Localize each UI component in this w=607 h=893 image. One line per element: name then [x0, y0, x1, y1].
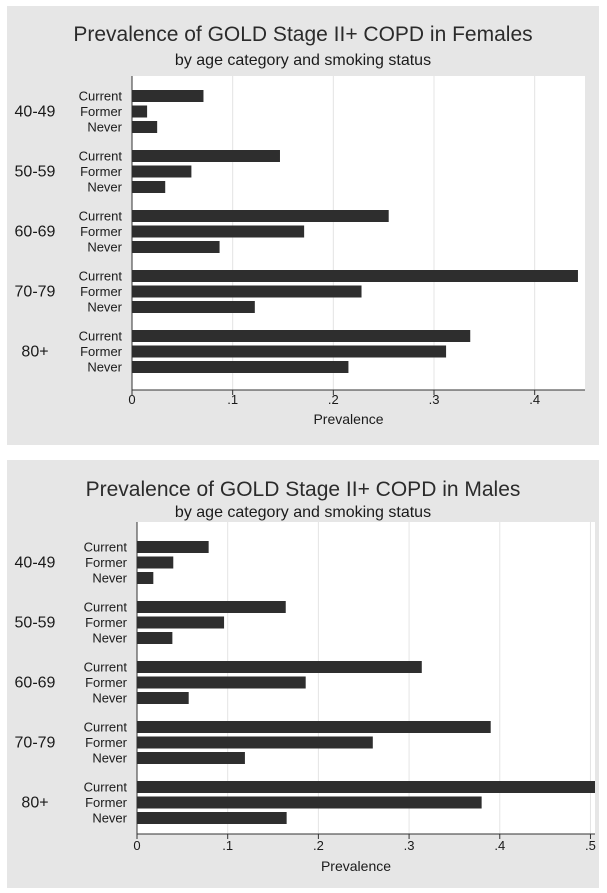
- group-label: 50-59: [15, 615, 56, 632]
- x-tick-label: .1: [222, 838, 233, 853]
- bar-label: Current: [84, 600, 128, 615]
- x-tick-label: .5: [585, 838, 596, 853]
- chart-svg-males: 0.1.2.3.4.5Prevalence40-49CurrentFormerN…: [15, 522, 596, 874]
- bar-label: Former: [80, 284, 123, 299]
- bar-label: Current: [79, 269, 123, 284]
- bar-never: [137, 752, 245, 764]
- bar-current: [132, 90, 204, 102]
- bar-label: Former: [85, 795, 128, 810]
- bar-never: [132, 241, 220, 253]
- bar-former: [132, 105, 148, 118]
- bar-former: [137, 676, 306, 689]
- bar-current: [137, 541, 209, 553]
- chart-subtitle: by age category and smoking status: [174, 52, 432, 69]
- bar-never: [132, 181, 166, 193]
- bar-label: Never: [87, 120, 122, 135]
- chart-panel-males: Prevalence of GOLD Stage II+ COPD in Mal…: [7, 460, 599, 888]
- bar-never: [137, 632, 173, 644]
- bar-label: Never: [87, 240, 122, 255]
- bar-never: [132, 361, 349, 373]
- bar-current: [137, 721, 491, 733]
- bar-former: [137, 616, 225, 629]
- bar-label: Never: [87, 180, 122, 195]
- group-label: 80+: [21, 795, 48, 812]
- bar-former: [137, 556, 174, 569]
- bar-label: Never: [92, 751, 127, 766]
- x-tick-label: .4: [529, 392, 540, 407]
- x-axis-label: Prevalence: [321, 858, 391, 874]
- bar-label: Never: [87, 360, 122, 375]
- bar-label: Former: [85, 615, 128, 630]
- bar-label: Never: [92, 571, 127, 586]
- bar-label: Former: [80, 104, 123, 119]
- group-label: 40-49: [15, 555, 56, 572]
- chart-title: Prevalence of GOLD Stage II+ COPD in Mal…: [85, 478, 521, 501]
- bar-former: [132, 225, 305, 238]
- group-label: 60-69: [15, 224, 56, 241]
- bar-label: Never: [92, 811, 127, 826]
- x-tick-label: .1: [227, 392, 238, 407]
- bar-label: Former: [80, 164, 123, 179]
- bar-never: [137, 572, 154, 584]
- bar-former: [137, 736, 373, 749]
- x-tick-label: .3: [404, 838, 415, 853]
- bar-current: [132, 150, 280, 162]
- x-tick-label: .4: [494, 838, 505, 853]
- bar-current: [132, 210, 389, 222]
- x-axis: 0 .1 .2 .3 .4: [128, 390, 540, 407]
- bar-current: [132, 330, 471, 342]
- bar-label: Former: [85, 555, 128, 570]
- chart-panel-females: Prevalence of GOLD Stage II+ COPD in Fem…: [7, 6, 599, 445]
- group-label: 60-69: [15, 675, 56, 692]
- chart-subtitle: by age category and smoking status: [174, 504, 432, 521]
- bar-label: Current: [79, 329, 123, 344]
- x-tick-label: .2: [313, 838, 324, 853]
- bar-label: Current: [84, 720, 128, 735]
- bar-current: [137, 661, 422, 673]
- bar-label: Current: [79, 89, 123, 104]
- bar-label: Never: [92, 631, 127, 646]
- bar-former: [132, 165, 192, 178]
- group-label: 70-79: [15, 284, 56, 301]
- x-tick-label: 0: [133, 838, 140, 853]
- x-tick-label: 0: [128, 392, 135, 407]
- group-label: 40-49: [15, 104, 56, 121]
- group-label: 50-59: [15, 164, 56, 181]
- bar-current: [137, 781, 595, 793]
- group-label: 80+: [21, 344, 48, 361]
- group-label: 70-79: [15, 735, 56, 752]
- chart-svg-females: 0.1.2.3.4Prevalence40-49CurrentFormerNev…: [15, 76, 585, 427]
- bar-label: Current: [79, 209, 123, 224]
- bar-label: Former: [85, 675, 128, 690]
- bar-never: [137, 692, 189, 704]
- bar-former: [137, 796, 482, 809]
- x-axis: 0 .1 .2 .3 .4 .5: [133, 834, 596, 853]
- bar-never: [132, 301, 255, 313]
- bar-label: Former: [85, 735, 128, 750]
- bar-former: [132, 285, 362, 298]
- bar-label: Current: [84, 540, 128, 555]
- bar-current: [137, 601, 286, 613]
- bar-former: [132, 345, 447, 358]
- bar-label: Former: [80, 344, 123, 359]
- x-tick-label: .2: [328, 392, 339, 407]
- x-axis-label: Prevalence: [313, 411, 383, 427]
- bar-label: Never: [92, 691, 127, 706]
- bar-label: Current: [84, 660, 128, 675]
- bar-current: [132, 270, 578, 282]
- bar-label: Never: [87, 300, 122, 315]
- bar-never: [137, 812, 287, 824]
- x-tick-label: .3: [429, 392, 440, 407]
- bar-label: Current: [84, 780, 128, 795]
- bar-label: Former: [80, 224, 123, 239]
- chart-title: Prevalence of GOLD Stage II+ COPD in Fem…: [73, 23, 533, 46]
- bar-never: [132, 121, 158, 133]
- bar-label: Current: [79, 149, 123, 164]
